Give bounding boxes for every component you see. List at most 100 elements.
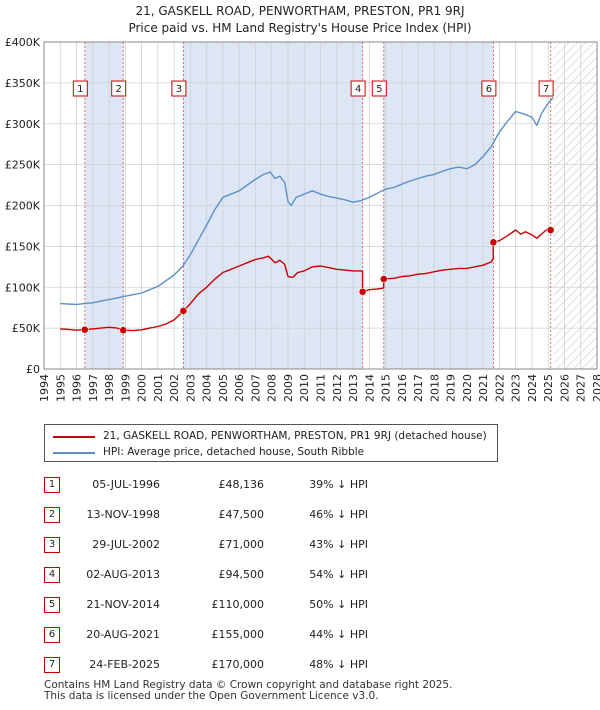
footer-line-1: Contains HM Land Registry data © Crown c… [44, 679, 453, 691]
table-row: 1 05-JUL-1996 £48,136 39% ↓ HPI [0, 474, 600, 496]
x-tick-label: 1998 [103, 374, 116, 402]
x-tick-label: 2025 [542, 374, 555, 402]
sale-number-badge: 3 [44, 537, 60, 553]
sale-date: 13-NOV-1998 [86, 508, 160, 521]
sale-point [119, 326, 128, 335]
x-tick-label: 1996 [71, 374, 84, 402]
sale-price: £48,136 [218, 478, 265, 491]
y-tick-label: £0 [26, 363, 40, 376]
x-tick-label: 2014 [363, 374, 376, 402]
legend-swatch-hpi [53, 452, 95, 454]
table-row: 5 21-NOV-2014 £110,000 50% ↓ HPI [0, 594, 600, 616]
x-tick-label: 2016 [396, 374, 409, 402]
x-tick-label: 1994 [38, 374, 51, 402]
title-line-1: 21, GASKELL ROAD, PENWORTHAM, PRESTON, P… [135, 4, 465, 18]
x-tick-label: 2010 [298, 374, 311, 402]
footer-line-2: This data is licensed under the Open Gov… [44, 690, 379, 702]
table-row: 6 20-AUG-2021 £155,000 44% ↓ HPI [0, 624, 600, 646]
sale-number-badge: 7 [44, 657, 60, 673]
table-row: 7 24-FEB-2025 £170,000 48% ↓ HPI [0, 654, 600, 676]
sale-number-badge: 1 [44, 477, 60, 493]
y-tick-label: £350K [5, 77, 41, 90]
y-tick-label: £400K [5, 36, 41, 49]
x-tick-label: 2013 [347, 374, 360, 402]
sale-point [80, 325, 89, 334]
sale-price: £47,500 [218, 508, 265, 521]
price-paid-line [60, 227, 551, 332]
sale-number-label: 7 [543, 84, 549, 95]
y-tick-label: £200K [5, 200, 41, 213]
legend-label-price: 21, GASKELL ROAD, PENWORTHAM, PRESTON, P… [103, 430, 487, 442]
x-tick-label: 2023 [510, 374, 523, 402]
x-tick-label: 2015 [380, 374, 393, 402]
x-tick-label: 1995 [54, 374, 67, 402]
sale-price: £71,000 [218, 538, 265, 551]
title-line-2: Price paid vs. HM Land Registry's House … [128, 21, 472, 35]
x-tick-label: 2021 [477, 374, 490, 402]
x-tick-label: 2018 [428, 374, 441, 402]
sale-hpi-diff: 50% ↓ HPI [309, 598, 368, 611]
sale-number-badge: 4 [44, 567, 60, 583]
sale-hpi-diff: 48% ↓ HPI [309, 658, 368, 671]
y-tick-label: £50K [12, 322, 41, 335]
sale-number-badge: 5 [44, 597, 60, 613]
sale-price: £94,500 [218, 568, 265, 581]
x-tick-label: 2028 [591, 374, 600, 402]
x-tick-label: 2004 [201, 374, 214, 402]
sale-date: 05-JUL-1996 [92, 478, 160, 491]
sale-point [546, 226, 555, 234]
x-tick-label: 2027 [575, 374, 588, 402]
sale-number-box [171, 80, 187, 97]
sale-date: 29-JUL-2002 [92, 538, 160, 551]
sale-number-box [111, 80, 127, 97]
x-tick-label: 2017 [412, 374, 425, 402]
x-tick-label: 2009 [282, 374, 295, 402]
footer-attribution: Contains HM Land Registry data © Crown c… [44, 680, 452, 702]
sale-number-label: 1 [77, 84, 83, 95]
sale-point [358, 287, 367, 296]
sale-hpi-diff: 39% ↓ HPI [309, 478, 368, 491]
hpi-line [60, 97, 554, 306]
sale-number-box [481, 80, 497, 97]
sale-hpi-diff: 43% ↓ HPI [309, 538, 368, 551]
sale-number-box [72, 80, 88, 97]
legend-label-hpi: HPI: Average price, detached house, Sout… [103, 446, 365, 458]
y-tick-label: £150K [5, 240, 41, 253]
table-row: 4 02-AUG-2013 £94,500 54% ↓ HPI [0, 564, 600, 586]
chart-title: 21, GASKELL ROAD, PENWORTHAM, PRESTON, P… [0, 3, 600, 37]
sale-hpi-diff: 44% ↓ HPI [309, 628, 368, 641]
sale-hpi-diff: 46% ↓ HPI [309, 508, 368, 521]
x-tick-label: 2008 [266, 374, 279, 402]
x-tick-label: 2007 [249, 374, 262, 402]
sale-point [489, 238, 498, 247]
x-tick-label: 2006 [233, 374, 246, 402]
sale-date: 21-NOV-2014 [86, 598, 160, 611]
sale-number-label: 3 [176, 84, 182, 95]
x-tick-label: 1999 [119, 374, 132, 402]
sale-number-badge: 2 [44, 507, 60, 523]
sale-point [179, 307, 188, 315]
plot-frame [43, 41, 598, 370]
sale-number-label: 5 [376, 84, 382, 95]
x-tick-label: 2003 [184, 374, 197, 402]
legend-swatch-price [53, 436, 95, 438]
sale-date: 24-FEB-2025 [89, 658, 160, 671]
price-chart: 1 2 3 4 5 6 7 £0 £50K £100K £150K £200K £250K £300K £… [5, 36, 600, 402]
sale-number-box [371, 80, 387, 97]
x-tick-label: 2001 [152, 374, 165, 402]
sale-date: 02-AUG-2013 [86, 568, 160, 581]
chart-legend: 21, GASKELL ROAD, PENWORTHAM, PRESTON, P… [44, 424, 498, 462]
sale-point [379, 275, 388, 283]
sale-number-box [350, 80, 366, 97]
sale-number-label: 6 [486, 84, 492, 95]
sale-date: 20-AUG-2021 [86, 628, 160, 641]
sale-number-badge: 6 [44, 627, 60, 643]
sale-price: £110,000 [211, 598, 265, 611]
sale-number-label: 4 [355, 84, 361, 95]
x-tick-label: 2011 [315, 374, 328, 402]
x-tick-label: 2005 [217, 374, 230, 402]
sale-price: £170,000 [211, 658, 265, 671]
y-tick-label: £300K [5, 118, 41, 131]
sale-number-box [538, 80, 554, 97]
table-row: 2 13-NOV-1998 £47,500 46% ↓ HPI [0, 504, 600, 526]
